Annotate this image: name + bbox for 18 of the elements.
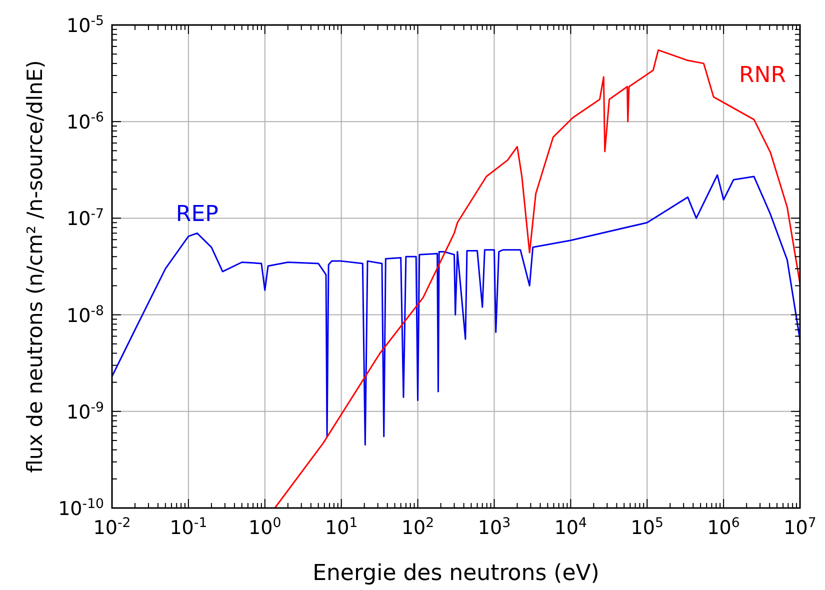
- x-tick-label: 10$^{4}$: [554, 516, 587, 539]
- y-tick-label: 10$^{-8}$: [66, 303, 104, 327]
- series-label: REP: [176, 202, 218, 228]
- x-tick-label: 10$^{2}$: [401, 516, 434, 539]
- y-tick-label: 10$^{-7}$: [66, 206, 104, 230]
- x-tick-label: 10$^{7}$: [784, 516, 816, 539]
- x-tick-label: 10$^{3}$: [478, 516, 511, 539]
- y-tick-label: 10$^{-6}$: [66, 110, 104, 134]
- y-axis-title: flux de neutrons (n/cm² /n-source/dlnE): [23, 60, 47, 473]
- y-tick-label: 10$^{-5}$: [66, 14, 104, 37]
- x-tick-label: 10$^{-1}$: [170, 516, 208, 539]
- series-label: RNR: [738, 63, 786, 88]
- x-tick-label: 10$^{1}$: [325, 516, 358, 539]
- x-axis-title: Energie des neutrons (eV): [312, 561, 600, 586]
- x-tick-label: 10$^{6}$: [707, 516, 740, 539]
- y-tick-label: 10$^{-9}$: [66, 400, 104, 424]
- x-tick-label: 10$^{0}$: [248, 516, 282, 539]
- x-tick-label: 10$^{5}$: [630, 516, 664, 539]
